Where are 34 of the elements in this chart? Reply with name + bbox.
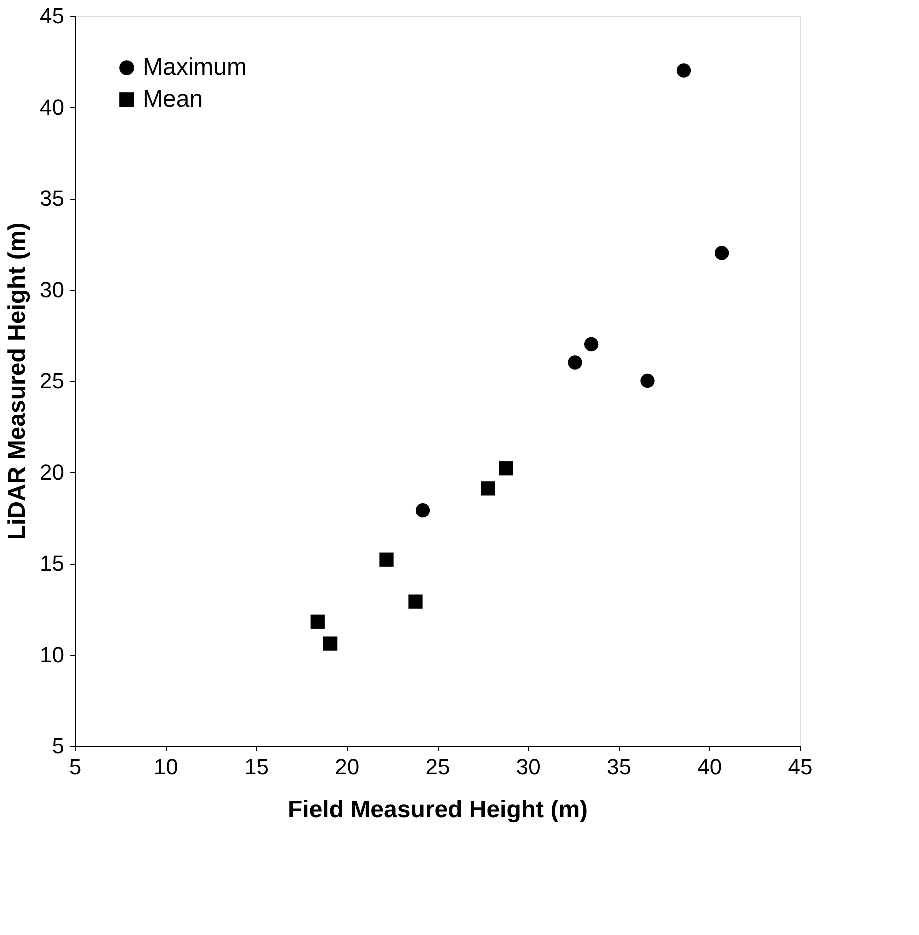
legend-label: Maximum [143,54,248,81]
x-tick-label: 25 [426,754,450,780]
y-tick-label: 25 [40,368,64,394]
point [568,356,582,370]
x-tick-label: 40 [698,754,722,780]
point [499,462,514,476]
x-tick-label: 45 [788,754,813,780]
x-tick-label: 5 [69,754,82,780]
y-tick-label: 15 [40,551,64,576]
point [676,64,692,78]
point [640,374,655,388]
y-axis-title: LiDAR Measured Height (m) [4,222,32,540]
legend-label: Mean [143,86,204,113]
y-tick-label: 40 [40,94,64,120]
x-tick-label: 10 [154,754,178,780]
x-tick-label: 15 [244,754,269,780]
y-tick-label: 30 [40,277,64,302]
point [584,337,599,352]
point [310,614,325,629]
point [408,594,423,609]
point [380,552,394,567]
x-tick-label: 30 [516,754,541,780]
y-tick-label: 5 [52,734,64,758]
y-tick-label: 20 [40,460,64,485]
point [481,482,496,496]
x-tick-label: 20 [335,754,360,780]
y-tick-label: 10 [40,642,64,668]
y-tick-label: 45 [40,4,64,28]
point [416,504,430,518]
y-tick-label: 35 [40,186,64,211]
point [323,636,338,651]
point [714,246,730,260]
x-axis-title: Field Measured Height (m) [288,796,588,824]
x-tick-label: 35 [607,754,632,780]
